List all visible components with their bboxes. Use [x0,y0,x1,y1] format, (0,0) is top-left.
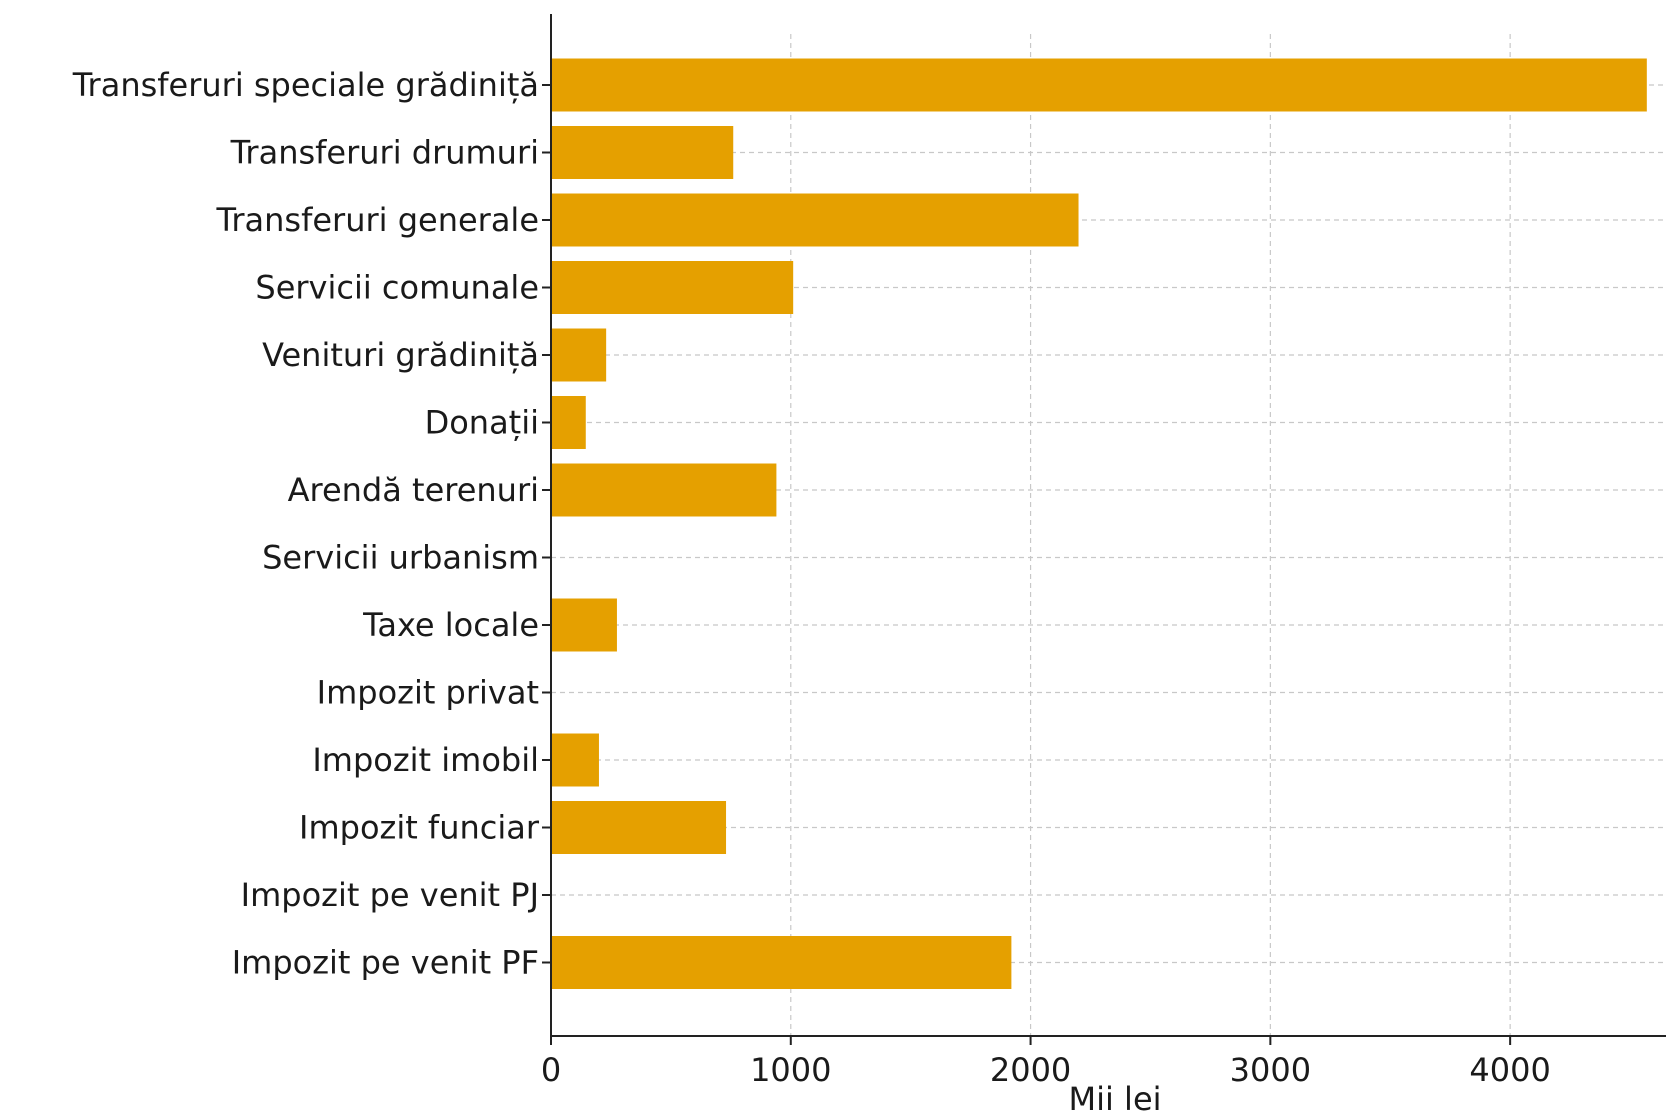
bar [551,734,599,787]
bar [551,464,776,517]
category-label: Impozit imobil [312,741,539,779]
bar [551,59,1647,112]
bar [551,126,733,179]
category-label: Transferuri generale [216,201,539,239]
category-label: Arendă terenuri [288,471,539,509]
bars [551,59,1647,990]
grid [551,34,1666,1036]
category-label: Donații [425,404,539,442]
category-label: Taxe locale [362,606,539,644]
bar [551,936,1011,989]
bar [551,801,726,854]
category-labels: Transferuri speciale grădiniță Transferur… [72,66,551,982]
x-tick-label: 4000 [1469,1051,1550,1089]
x-tick-labels: 0 1000 2000 3000 4000 [541,1036,1551,1089]
category-label: Impozit pe venit PF [232,944,539,982]
bar [551,396,586,449]
category-label: Transferuri drumuri [230,134,539,172]
category-label: Servicii urbanism [262,539,539,577]
x-axis-label: Mii lei [1068,1080,1161,1118]
category-label: Impozit privat [317,674,539,712]
category-label: Venituri grădiniță [262,336,539,374]
bar [551,194,1079,247]
x-tick-label: 1000 [750,1051,831,1089]
x-tick-label: 2000 [990,1051,1071,1089]
bar [551,599,617,652]
category-label: Impozit pe venit PJ [241,876,539,914]
bar [551,329,606,382]
x-tick-label: 0 [541,1051,561,1089]
x-tick-label: 3000 [1230,1051,1311,1089]
bar [551,261,793,314]
category-label: Servicii comunale [255,269,539,307]
category-label: Transferuri speciale grădiniță [72,66,539,104]
category-label: Impozit funciar [299,809,540,847]
